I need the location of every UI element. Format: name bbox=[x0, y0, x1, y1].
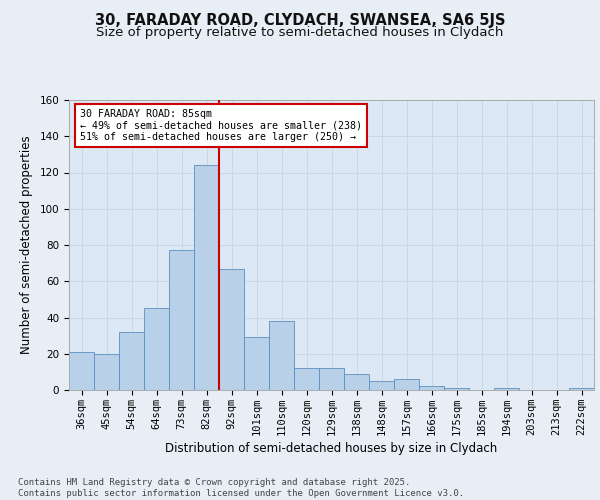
Bar bbox=[194, 165, 219, 390]
Bar bbox=[394, 379, 419, 390]
Bar bbox=[444, 388, 469, 390]
Bar bbox=[294, 368, 319, 390]
Bar bbox=[269, 321, 294, 390]
X-axis label: Distribution of semi-detached houses by size in Clydach: Distribution of semi-detached houses by … bbox=[166, 442, 497, 455]
Bar bbox=[494, 388, 519, 390]
Y-axis label: Number of semi-detached properties: Number of semi-detached properties bbox=[20, 136, 32, 354]
Text: Contains HM Land Registry data © Crown copyright and database right 2025.
Contai: Contains HM Land Registry data © Crown c… bbox=[18, 478, 464, 498]
Text: 30 FARADAY ROAD: 85sqm
← 49% of semi-detached houses are smaller (238)
51% of se: 30 FARADAY ROAD: 85sqm ← 49% of semi-det… bbox=[79, 108, 361, 142]
Bar bbox=[344, 374, 369, 390]
Bar bbox=[369, 381, 394, 390]
Bar bbox=[244, 338, 269, 390]
Bar bbox=[169, 250, 194, 390]
Bar bbox=[319, 368, 344, 390]
Bar bbox=[119, 332, 144, 390]
Text: 30, FARADAY ROAD, CLYDACH, SWANSEA, SA6 5JS: 30, FARADAY ROAD, CLYDACH, SWANSEA, SA6 … bbox=[95, 12, 505, 28]
Bar bbox=[569, 388, 594, 390]
Bar bbox=[419, 386, 444, 390]
Bar bbox=[94, 354, 119, 390]
Text: Size of property relative to semi-detached houses in Clydach: Size of property relative to semi-detach… bbox=[97, 26, 503, 39]
Bar bbox=[144, 308, 169, 390]
Bar bbox=[69, 352, 94, 390]
Bar bbox=[219, 268, 244, 390]
